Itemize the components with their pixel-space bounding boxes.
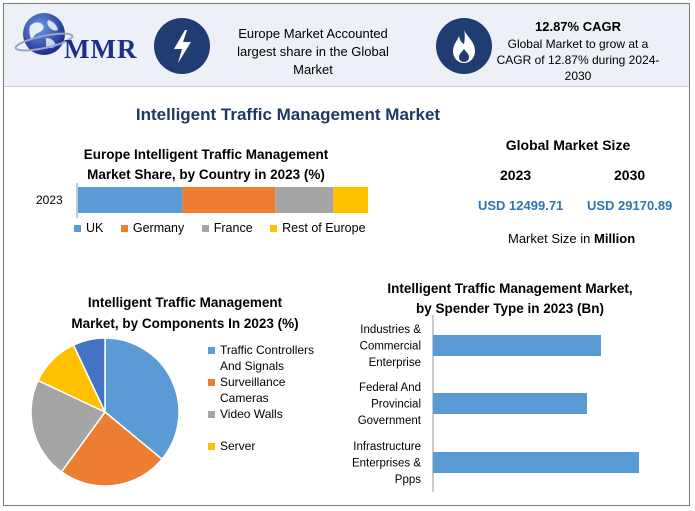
components-chart-title-line1: Intelligent Traffic Management (87, 295, 283, 310)
europe-bar-segment-france (275, 187, 334, 213)
components-chart-title: Intelligent Traffic Management Market, b… (50, 292, 320, 334)
flame-icon (453, 30, 475, 63)
spender-category-label: Provincial (371, 399, 421, 411)
europe-chart-category: 2023 (36, 193, 63, 207)
spender-chart-title: Intelligent Traffic Management Market, b… (362, 279, 658, 319)
header-band (4, 4, 689, 86)
market-value-2023: USD 12499.71 (478, 198, 564, 213)
components-legend: Traffic Controllers And Signals Surveill… (208, 342, 338, 454)
europe-bar-segment-germany (182, 187, 276, 213)
pie-slice-traffic-controllers-and-signals (104, 337, 180, 461)
mmr-logo (14, 10, 74, 62)
components-chart-title-line2: Market, by Components In 2023 (%) (71, 316, 299, 331)
pie-legend-traffic-controllers: Traffic Controllers And Signals (208, 342, 338, 374)
unit-strong: Million (594, 231, 636, 246)
cagr-text: Global Market to grow at a CAGR of 12.87… (496, 37, 660, 83)
market-size-unit: Market Size in Million (508, 231, 635, 246)
spender-category-label: Enterprises & (352, 458, 421, 470)
spender-category-label: Infrastructure (353, 441, 421, 453)
europe-bar-segment-uk (78, 187, 183, 213)
infographic-frame (3, 3, 690, 506)
legend-item-rest-of-europe: Rest of Europe (270, 221, 366, 235)
bolt-badge (154, 18, 210, 74)
legend-item-france: France (201, 221, 253, 235)
cagr-title: 12.87% CAGR (535, 19, 621, 34)
spender-bar-1 (433, 335, 601, 356)
pie-slice-other (72, 337, 106, 413)
europe-chart-title-line1: Europe Intelligent Traffic Management (83, 147, 329, 162)
lightning-bolt-icon (174, 30, 191, 63)
spender-category-label: Enterprise (369, 357, 421, 369)
pie-legend-surveillance-cameras: Surveillance Cameras (208, 374, 338, 406)
pie-legend-server: Server (208, 438, 338, 454)
globe-icon (14, 13, 74, 55)
europe-chart-title-line2: Market Share, by Country in 2023 (%) (87, 167, 325, 182)
pie-slice-surveillance-cameras (60, 410, 164, 487)
spender-chart-title-line2: by Spender Type in 2023 (Bn) (415, 301, 605, 316)
header-divider (4, 86, 689, 87)
logo-text: MMR (64, 34, 138, 64)
spender-bar-3 (433, 452, 639, 473)
pie-legend-video-walls: Video Walls (208, 406, 338, 438)
europe-share-text: Europe Market Accounted largest share in… (237, 26, 389, 77)
market-year-2030: 2030 (614, 167, 646, 183)
legend-item-germany: Germany (120, 221, 184, 235)
unit-prefix: Market Size in (508, 231, 591, 246)
spender-category-label: Government (358, 415, 422, 427)
legend-item-uk: UK (74, 221, 103, 235)
europe-chart-legend: UK Germany France Rest of Europe (74, 221, 366, 235)
spender-category-label: Industries & (360, 324, 421, 336)
europe-chart-title: Europe Intelligent Traffic Management Ma… (56, 145, 356, 185)
flame-badge (436, 18, 492, 74)
market-year-2023: 2023 (500, 167, 532, 183)
europe-bar-segment-rest-of-europe (333, 187, 368, 213)
main-title: Intelligent Traffic Management Market (135, 105, 441, 124)
market-size-title: Global Market Size (505, 137, 631, 153)
spender-chart-title-line1: Intelligent Traffic Management Market, (387, 281, 633, 296)
spender-category-label: Commercial (360, 341, 421, 353)
spender-bar-2 (433, 393, 587, 414)
spender-category-label: Ppps (395, 474, 421, 486)
spender-category-label: Federal And (359, 382, 421, 394)
market-value-2030: USD 29170.89 (587, 198, 673, 213)
